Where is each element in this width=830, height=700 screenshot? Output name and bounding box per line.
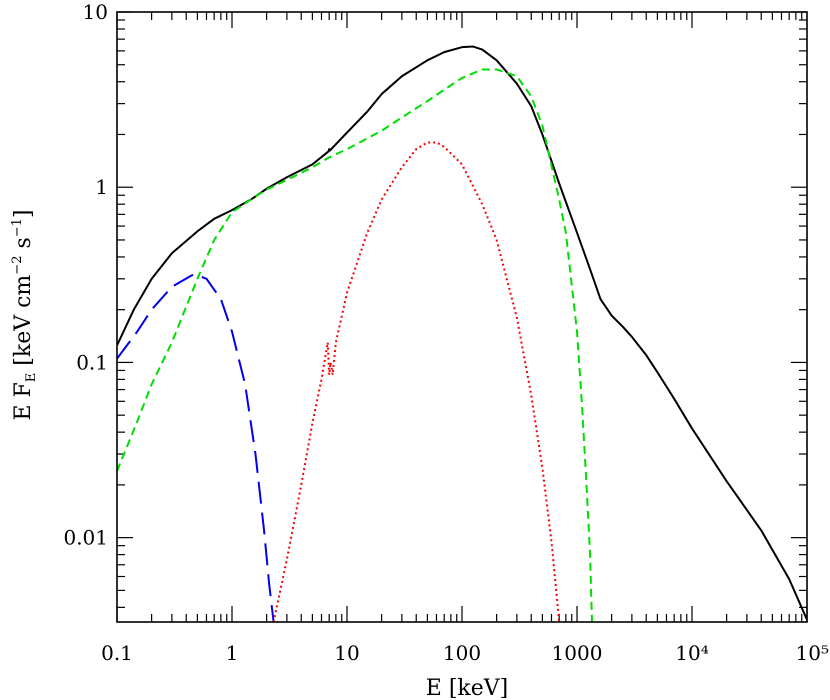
y-tick-label: 10: [83, 0, 108, 24]
tick-labels: 0.1 1 10 100 1000 10⁴ 10⁵ 0.01 0.1 1 10: [63, 0, 829, 665]
series-line-3: [117, 274, 275, 622]
x-axis-label: E [keV]: [426, 676, 508, 700]
x-tick-label: 1000: [552, 641, 603, 665]
plot-area: [117, 45, 807, 622]
y-tick-label: 0.01: [63, 526, 108, 550]
x-tick-label: 10⁵: [796, 641, 829, 665]
y-axis-label: E FE [keV cm−2 s−1]: [10, 209, 39, 420]
axis-ticks: [116, 11, 808, 622]
series-line-2: [117, 68, 593, 622]
y-tick-label: 1: [95, 175, 108, 199]
x-tick-label: 1: [226, 641, 239, 665]
series-line-1: [117, 45, 807, 621]
series-line-4: [272, 141, 561, 622]
x-tick-label: 0.1: [101, 641, 133, 665]
x-tick-label: 100: [443, 641, 481, 665]
x-tick-label: 10: [334, 641, 359, 665]
x-tick-label: 10⁴: [675, 641, 708, 665]
plot-frame: [116, 11, 808, 623]
y-tick-label: 0.1: [76, 350, 108, 374]
